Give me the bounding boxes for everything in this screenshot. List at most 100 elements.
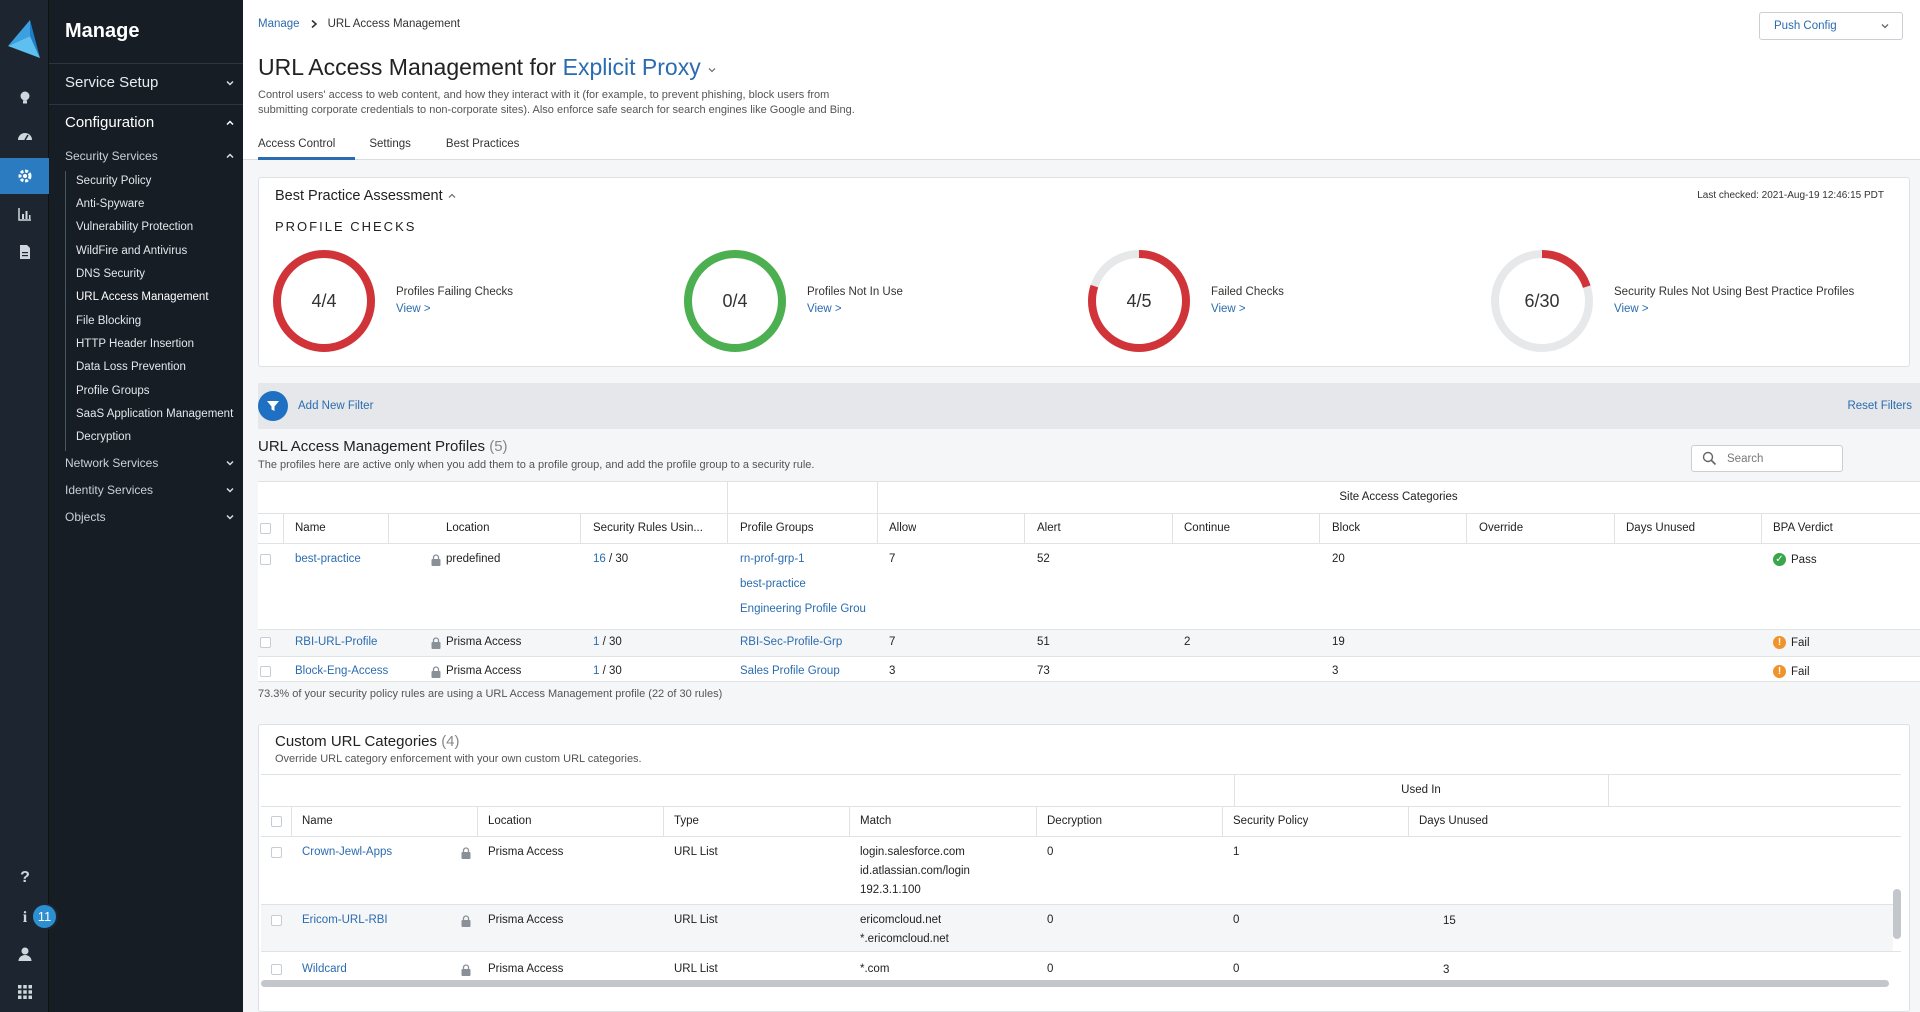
chevron-down-icon [226, 514, 234, 520]
col-location[interactable]: Location [488, 815, 532, 827]
page-description: Control users' access to web content, an… [258, 89, 855, 116]
row-checkbox[interactable] [271, 964, 282, 975]
col-name[interactable]: Name [295, 522, 326, 534]
col-alert[interactable]: Alert [1037, 522, 1061, 534]
profile-name-link[interactable]: RBI-URL-Profile [295, 636, 378, 648]
col-type[interactable]: Type [674, 815, 699, 827]
col-security-rules[interactable]: Security Rules Usin... [593, 522, 703, 534]
category-location: Prisma Access [488, 914, 564, 926]
ring-gauge [273, 250, 375, 352]
help-icon[interactable]: ? [0, 858, 49, 894]
sidebar-item-security-policy[interactable]: Security Policy [76, 175, 152, 187]
col-profile-groups[interactable]: Profile Groups [740, 522, 814, 534]
col-continue[interactable]: Continue [1184, 522, 1231, 534]
sidebar-item-url-access-management[interactable]: URL Access Management [76, 291, 209, 303]
warning-icon: ! [1773, 665, 1786, 678]
sidebar-item-profile-groups[interactable]: Profile Groups [76, 385, 150, 397]
gear-icon[interactable] [0, 158, 49, 194]
tab-bar: Access Control Settings Best Practices [258, 135, 554, 160]
category-name-link[interactable]: Ericom-URL-RBI [302, 914, 388, 926]
col-location[interactable]: Location [446, 522, 490, 534]
row-checkbox[interactable] [260, 637, 271, 648]
sidebar-item-anti-spyware[interactable]: Anti-Spyware [76, 198, 145, 210]
sidebar-item-http-header-insertion[interactable]: HTTP Header Insertion [76, 338, 195, 350]
lock-icon [461, 847, 471, 859]
sidebar-item-saas-application-management[interactable]: SaaS Application Management [76, 408, 234, 420]
horizontal-scrollbar[interactable] [261, 980, 1889, 987]
col-match[interactable]: Match [860, 815, 892, 827]
filter-icon[interactable] [258, 391, 288, 421]
profile-group-link[interactable]: Sales Profile Group [740, 665, 840, 677]
profiles-search-input[interactable]: Search [1691, 445, 1843, 472]
vertical-scrollbar[interactable] [1893, 889, 1901, 939]
sidebar-item-security-services[interactable]: Security Services [65, 149, 235, 163]
sidebar-item-dns-security[interactable]: DNS Security [76, 268, 146, 280]
notification-badge[interactable]: 11 [31, 903, 58, 930]
chevron-down-icon [1881, 24, 1889, 29]
sidebar-item-file-blocking[interactable]: File Blocking [76, 315, 142, 327]
report-icon[interactable] [0, 234, 49, 270]
scope-selector[interactable]: Explicit Proxy [562, 54, 701, 80]
col-block[interactable]: Block [1332, 522, 1361, 534]
select-all-checkbox[interactable] [271, 816, 282, 827]
row-checkbox[interactable] [260, 554, 271, 565]
category-match: 192.3.1.100 [860, 884, 921, 896]
row-checkbox[interactable] [271, 915, 282, 926]
check-label: Profiles Not In Use [807, 286, 903, 298]
profile-group-link[interactable]: rn-prof-grp-1 [740, 553, 805, 565]
prisma-logo-icon[interactable] [4, 14, 44, 62]
tab-best-practices[interactable]: Best Practices [445, 138, 520, 150]
profile-group-link[interactable]: Engineering Profile Grou [740, 603, 866, 615]
sidebar-item-decryption[interactable]: Decryption [76, 431, 131, 443]
category-match: *.ericomcloud.net [860, 933, 949, 945]
days-unused: 3 [1443, 964, 1450, 976]
category-match: ericomcloud.net [860, 914, 942, 926]
dashboard-icon[interactable] [0, 118, 49, 154]
sidebar-item-data-loss-prevention[interactable]: Data Loss Prevention [76, 361, 186, 373]
col-security-policy[interactable]: Security Policy [1233, 815, 1309, 827]
push-config-button[interactable]: Push Config [1759, 12, 1903, 40]
col-bpa-verdict[interactable]: BPA Verdict [1773, 522, 1833, 534]
page-title: URL Access Management for Explicit Proxy [258, 54, 717, 81]
col-days-unused[interactable]: Days Unused [1419, 815, 1489, 827]
category-name-link[interactable]: Crown-Jewl-Apps [302, 846, 393, 858]
check-view-link[interactable]: View > [1614, 303, 1649, 315]
chart-icon[interactable] [0, 196, 49, 232]
category-name-link[interactable]: Wildcard [302, 963, 347, 975]
sidebar-item-wildfire-antivirus[interactable]: WildFire and Antivirus [76, 245, 188, 257]
bpa-title[interactable]: Best Practice Assessment [275, 188, 457, 204]
add-new-filter-link[interactable]: Add New Filter [298, 400, 374, 412]
profile-group-link[interactable]: RBI-Sec-Profile-Grp [740, 636, 843, 648]
reset-filters-link[interactable]: Reset Filters [1847, 400, 1912, 412]
sidebar-item-vulnerability-protection[interactable]: Vulnerability Protection [76, 221, 194, 233]
col-days-unused[interactable]: Days Unused [1626, 522, 1696, 534]
apps-grid-icon[interactable] [0, 974, 49, 1010]
col-name[interactable]: Name [302, 815, 333, 827]
sidebar-item-identity-services[interactable]: Identity Services [65, 483, 235, 497]
col-allow[interactable]: Allow [889, 522, 917, 534]
info-icon[interactable]: i [0, 898, 49, 934]
row-checkbox[interactable] [271, 847, 282, 858]
col-override[interactable]: Override [1479, 522, 1524, 534]
col-decryption[interactable]: Decryption [1047, 815, 1102, 827]
sidebar-item-objects[interactable]: Objects [65, 510, 235, 524]
lightbulb-icon[interactable] [0, 80, 49, 116]
check-view-link[interactable]: View > [1211, 303, 1246, 315]
sidebar-item-network-services[interactable]: Network Services [65, 456, 235, 470]
chevron-down-icon[interactable] [707, 65, 717, 75]
sidebar-item-service-setup[interactable]: Service Setup [65, 74, 235, 91]
row-checkbox[interactable] [260, 666, 271, 677]
breadcrumb-manage-link[interactable]: Manage [258, 18, 300, 30]
check-view-link[interactable]: View > [396, 303, 431, 315]
user-icon[interactable] [0, 936, 49, 972]
profile-group-link[interactable]: best-practice [740, 578, 806, 590]
sidebar-item-configuration[interactable]: Configuration [65, 114, 235, 131]
check-view-link[interactable]: View > [807, 303, 842, 315]
ring-gauge [1491, 250, 1593, 352]
profile-name-link[interactable]: best-practice [295, 553, 361, 565]
tab-settings[interactable]: Settings [369, 138, 411, 150]
select-all-checkbox[interactable] [260, 523, 271, 534]
check-label: Profiles Failing Checks [396, 286, 513, 298]
profile-name-link[interactable]: Block-Eng-Access [295, 665, 389, 677]
tab-access-control[interactable]: Access Control [258, 135, 356, 160]
